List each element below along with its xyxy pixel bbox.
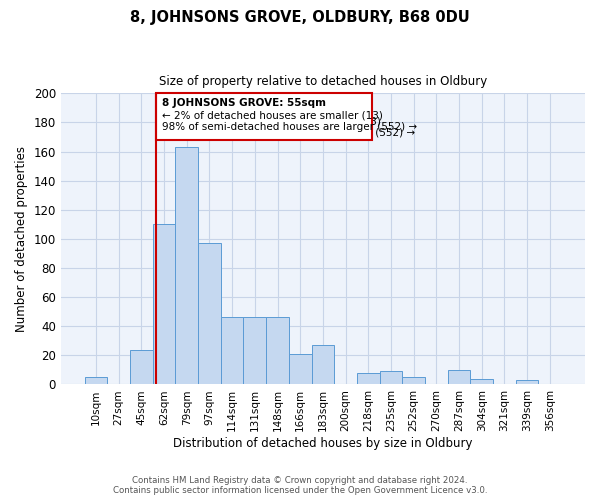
Bar	[357, 373, 380, 384]
Bar	[244, 318, 266, 384]
Bar	[198, 244, 221, 384]
Bar	[152, 224, 175, 384]
Bar	[130, 350, 152, 384]
X-axis label: Distribution of detached houses by size in Oldbury: Distribution of detached houses by size …	[173, 437, 473, 450]
FancyBboxPatch shape	[156, 94, 371, 140]
Bar	[85, 377, 107, 384]
Text: ← 2% of detached houses are smaller (13)
98% of semi-detached houses are larger : ← 2% of detached houses are smaller (13)…	[160, 116, 415, 138]
Text: 8, JOHNSONS GROVE, OLDBURY, B68 0DU: 8, JOHNSONS GROVE, OLDBURY, B68 0DU	[130, 10, 470, 25]
Bar	[266, 318, 289, 384]
Y-axis label: Number of detached properties: Number of detached properties	[15, 146, 28, 332]
Bar	[221, 318, 244, 384]
Text: 8 JOHNSONS GROVE: 55sqm: 8 JOHNSONS GROVE: 55sqm	[160, 96, 323, 106]
Bar	[470, 378, 493, 384]
Bar	[403, 377, 425, 384]
Bar	[516, 380, 538, 384]
Bar	[311, 345, 334, 385]
Text: ← 2% of detached houses are smaller (13)
98% of semi-detached houses are larger : ← 2% of detached houses are smaller (13)…	[162, 111, 417, 132]
Text: Contains HM Land Registry data © Crown copyright and database right 2024.
Contai: Contains HM Land Registry data © Crown c…	[113, 476, 487, 495]
Bar	[448, 370, 470, 384]
Bar	[289, 354, 311, 384]
Title: Size of property relative to detached houses in Oldbury: Size of property relative to detached ho…	[159, 75, 487, 88]
Bar	[175, 147, 198, 384]
Bar	[380, 372, 403, 384]
Text: 8 JOHNSONS GROVE: 55sqm: 8 JOHNSONS GROVE: 55sqm	[162, 98, 326, 108]
